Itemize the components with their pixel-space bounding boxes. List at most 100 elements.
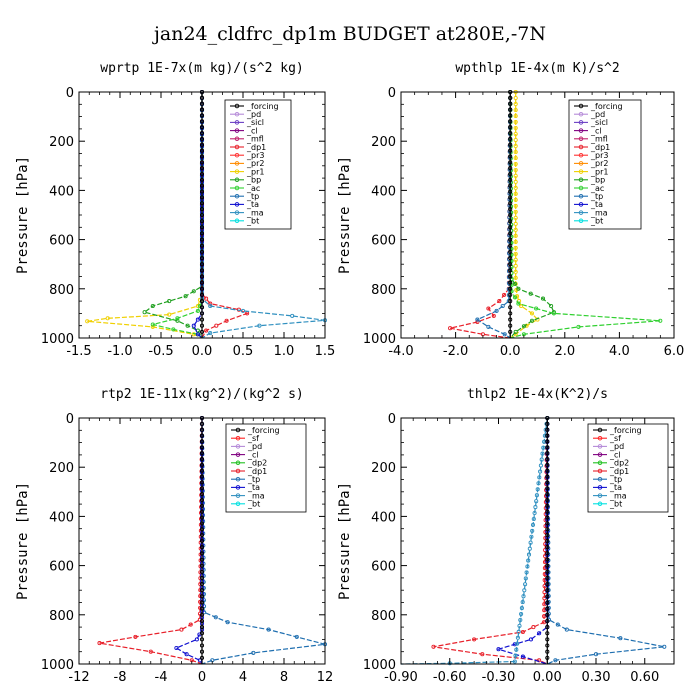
data-point <box>480 652 485 657</box>
legend-marker <box>597 460 603 466</box>
data-point <box>513 95 518 101</box>
data-point <box>508 125 513 130</box>
data-point <box>658 318 663 323</box>
data-point <box>529 318 535 323</box>
data-point <box>497 299 502 304</box>
legend-marker <box>235 427 241 433</box>
data-point <box>199 166 205 171</box>
y-tick-label: 800 <box>371 283 396 298</box>
data-point <box>194 637 199 642</box>
data-point <box>183 294 188 299</box>
data-point <box>508 317 513 322</box>
legend-marker <box>578 218 584 224</box>
data-point <box>167 312 172 317</box>
data-point <box>199 497 205 503</box>
data-point <box>534 306 539 311</box>
data-point <box>545 649 550 654</box>
data-point <box>502 292 507 297</box>
data-point <box>175 316 180 321</box>
legend-label: _sicl <box>590 118 608 127</box>
data-point <box>508 225 513 230</box>
data-point <box>513 269 518 274</box>
data-point <box>507 215 512 220</box>
data-point <box>508 130 513 136</box>
data-point <box>199 588 205 593</box>
data-point <box>545 456 550 462</box>
data-point <box>545 551 550 556</box>
data-point <box>513 251 518 256</box>
data-point <box>513 227 518 232</box>
data-point <box>199 243 205 248</box>
data-point <box>513 131 518 137</box>
data-point <box>199 563 205 568</box>
data-point <box>513 203 518 208</box>
data-point <box>545 492 550 497</box>
legend-label: _cl <box>609 450 621 459</box>
data-point <box>523 576 528 581</box>
data-point <box>167 299 172 304</box>
data-point <box>199 637 205 642</box>
data-point <box>545 480 550 485</box>
data-point <box>236 307 241 312</box>
data-point <box>171 327 176 332</box>
legend-label: _forcing <box>590 102 623 111</box>
data-point <box>513 125 518 131</box>
data-point <box>199 207 205 212</box>
x-tick-label: -4.0 <box>388 344 413 359</box>
x-tick-label: -0.90 <box>384 670 418 685</box>
data-point <box>508 231 513 236</box>
legend-label: _forcing <box>247 426 280 435</box>
data-point <box>513 143 518 149</box>
data-point <box>508 136 513 141</box>
data-point <box>491 313 496 318</box>
data-point <box>533 505 538 510</box>
data-point <box>532 510 537 516</box>
legend-marker <box>235 501 241 507</box>
data-point <box>513 257 518 262</box>
data-point <box>553 658 558 663</box>
y-tick-label: 0 <box>66 86 74 101</box>
legend-label: _ma <box>247 491 265 500</box>
data-point <box>519 611 524 617</box>
data-point <box>539 457 544 462</box>
data-point <box>514 647 519 652</box>
x-tick-label: 6.0 <box>664 344 685 359</box>
data-point <box>199 317 205 322</box>
legend-marker <box>234 169 240 174</box>
data-point <box>105 316 110 321</box>
data-point <box>542 572 547 577</box>
data-point <box>199 142 205 147</box>
data-point <box>545 557 550 562</box>
legend-marker <box>235 435 241 441</box>
panel-4: thlp2 1E-4x(K^2)/s Pressure [hPa] -0.90 -0.… <box>337 387 675 685</box>
legend-label: _cl <box>590 126 602 135</box>
data-point <box>513 329 518 334</box>
legend-label: _dp1 <box>247 467 267 476</box>
data-point <box>516 286 521 291</box>
legend-label: _ta <box>247 483 260 492</box>
data-point <box>618 636 623 641</box>
y-axis-label: Pressure [hPa] <box>15 156 31 274</box>
data-point <box>512 281 518 286</box>
data-point <box>199 219 205 224</box>
data-point <box>513 161 518 167</box>
data-point <box>516 301 521 306</box>
panel-title: wprtp 1E-7x(m kg)/(s^2 kg) <box>100 61 304 76</box>
data-point <box>508 286 513 291</box>
data-point <box>97 641 102 646</box>
data-point <box>507 197 512 202</box>
data-point <box>199 183 205 188</box>
legend-marker <box>578 103 584 109</box>
data-point <box>508 237 513 242</box>
legend-label: _bt <box>246 217 259 226</box>
legend-label: _ta <box>609 483 622 492</box>
data-point <box>199 575 205 580</box>
panel-title: rtp2 1E-11x(kg^2)/(kg^2 s) <box>100 387 304 402</box>
data-point <box>199 177 205 182</box>
data-point <box>512 642 517 647</box>
legend-marker <box>234 111 240 117</box>
data-point <box>507 209 512 214</box>
data-point <box>507 191 512 196</box>
legend-marker <box>597 444 603 449</box>
legend: _forcing_pd_sicl_cl_mfl_dp1_pr3_pr2_pr1_… <box>224 99 292 230</box>
